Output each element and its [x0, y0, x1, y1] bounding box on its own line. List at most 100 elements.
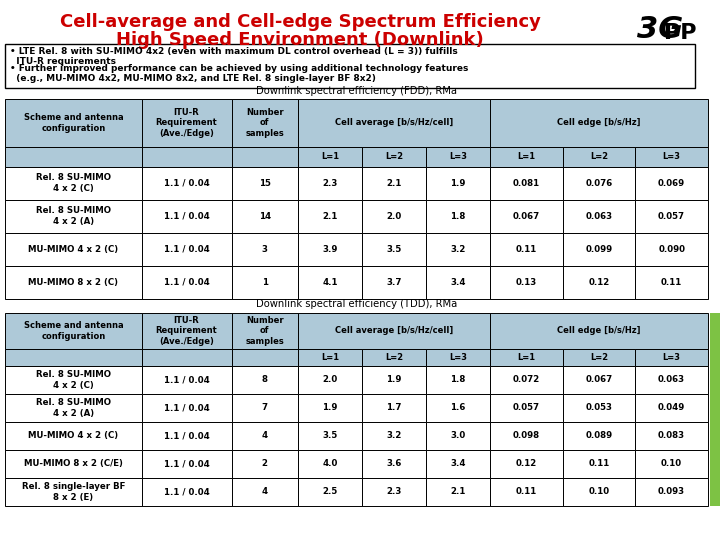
FancyBboxPatch shape [298, 422, 362, 450]
Text: L=3: L=3 [449, 152, 467, 161]
FancyBboxPatch shape [490, 450, 563, 478]
Text: 0.069: 0.069 [658, 179, 685, 188]
Text: 0.11: 0.11 [516, 488, 537, 496]
FancyBboxPatch shape [490, 394, 563, 422]
FancyBboxPatch shape [298, 313, 490, 349]
FancyBboxPatch shape [490, 366, 563, 394]
Text: 0.13: 0.13 [516, 278, 537, 287]
FancyBboxPatch shape [710, 313, 720, 506]
FancyBboxPatch shape [490, 167, 563, 200]
FancyBboxPatch shape [5, 366, 142, 394]
Text: Rel. 8 single-layer BF
8 x 2 (E): Rel. 8 single-layer BF 8 x 2 (E) [22, 482, 125, 502]
Text: 4.1: 4.1 [322, 278, 338, 287]
Text: Cell average [b/s/Hz/cell]: Cell average [b/s/Hz/cell] [335, 326, 453, 335]
Text: 4: 4 [261, 431, 268, 440]
FancyBboxPatch shape [563, 366, 635, 394]
Text: 2.1: 2.1 [450, 488, 466, 496]
Text: 0.099: 0.099 [585, 245, 613, 254]
Text: 3G: 3G [637, 16, 683, 44]
Text: 1.9: 1.9 [450, 179, 466, 188]
Text: 3.2: 3.2 [387, 431, 402, 440]
FancyBboxPatch shape [5, 450, 142, 478]
FancyBboxPatch shape [298, 167, 362, 200]
Text: 0.12: 0.12 [516, 460, 537, 468]
Text: 1.1 / 0.04: 1.1 / 0.04 [163, 245, 210, 254]
Text: 3.9: 3.9 [323, 245, 338, 254]
FancyBboxPatch shape [5, 147, 142, 167]
FancyBboxPatch shape [426, 478, 490, 506]
Text: 0.063: 0.063 [658, 375, 685, 384]
Text: Rel. 8 SU-MIMO
4 x 2 (A): Rel. 8 SU-MIMO 4 x 2 (A) [36, 398, 111, 417]
FancyBboxPatch shape [142, 266, 232, 299]
Text: L=2: L=2 [385, 152, 403, 161]
Text: 7: 7 [261, 403, 268, 413]
FancyBboxPatch shape [362, 450, 426, 478]
Text: 1.7: 1.7 [386, 403, 402, 413]
Text: 0.057: 0.057 [658, 212, 685, 221]
FancyBboxPatch shape [232, 349, 298, 366]
FancyBboxPatch shape [362, 147, 426, 167]
Text: L=3: L=3 [449, 353, 467, 362]
Text: Rel. 8 SU-MIMO
4 x 2 (C): Rel. 8 SU-MIMO 4 x 2 (C) [36, 173, 111, 193]
FancyBboxPatch shape [5, 478, 142, 506]
FancyBboxPatch shape [298, 394, 362, 422]
Text: 2.1: 2.1 [387, 179, 402, 188]
Text: 0.11: 0.11 [588, 460, 610, 468]
FancyBboxPatch shape [142, 450, 232, 478]
FancyBboxPatch shape [142, 147, 232, 167]
FancyBboxPatch shape [232, 266, 298, 299]
FancyBboxPatch shape [5, 44, 695, 88]
Text: 2.3: 2.3 [387, 488, 402, 496]
FancyBboxPatch shape [142, 233, 232, 266]
Text: 0.12: 0.12 [588, 278, 610, 287]
FancyBboxPatch shape [142, 349, 232, 366]
Text: 0.053: 0.053 [585, 403, 613, 413]
FancyBboxPatch shape [298, 233, 362, 266]
Text: Cell edge [b/s/Hz]: Cell edge [b/s/Hz] [557, 118, 641, 127]
FancyBboxPatch shape [362, 349, 426, 366]
FancyBboxPatch shape [426, 366, 490, 394]
Text: 0.067: 0.067 [513, 212, 540, 221]
Text: 2.0: 2.0 [323, 375, 338, 384]
FancyBboxPatch shape [5, 266, 142, 299]
Text: 1.1 / 0.04: 1.1 / 0.04 [163, 278, 210, 287]
Text: 0.057: 0.057 [513, 403, 540, 413]
FancyBboxPatch shape [490, 313, 708, 349]
FancyBboxPatch shape [362, 394, 426, 422]
Text: 14: 14 [258, 212, 271, 221]
Text: Cell average [b/s/Hz/cell]: Cell average [b/s/Hz/cell] [335, 118, 453, 127]
FancyBboxPatch shape [5, 200, 142, 233]
Text: 1.6: 1.6 [450, 403, 466, 413]
Text: 0.089: 0.089 [585, 431, 613, 440]
FancyBboxPatch shape [426, 167, 490, 200]
Text: High Speed Environment (Downlink): High Speed Environment (Downlink) [116, 31, 484, 49]
Text: 0.090: 0.090 [658, 245, 685, 254]
Text: 1.9: 1.9 [323, 403, 338, 413]
FancyBboxPatch shape [635, 266, 708, 299]
Text: L=1: L=1 [518, 353, 536, 362]
Text: 3.0: 3.0 [451, 431, 466, 440]
Text: MU-MIMO 4 x 2 (C): MU-MIMO 4 x 2 (C) [28, 245, 118, 254]
Text: 0.081: 0.081 [513, 179, 540, 188]
Text: 1.1 / 0.04: 1.1 / 0.04 [163, 460, 210, 468]
FancyBboxPatch shape [635, 349, 708, 366]
FancyBboxPatch shape [298, 450, 362, 478]
Text: L=1: L=1 [321, 353, 339, 362]
FancyBboxPatch shape [426, 266, 490, 299]
FancyBboxPatch shape [635, 366, 708, 394]
FancyBboxPatch shape [362, 167, 426, 200]
FancyBboxPatch shape [635, 422, 708, 450]
Text: Cell-average and Cell-edge Spectrum Efficiency: Cell-average and Cell-edge Spectrum Effi… [60, 13, 541, 31]
Text: 4.0: 4.0 [323, 460, 338, 468]
FancyBboxPatch shape [142, 394, 232, 422]
Text: 3.6: 3.6 [387, 460, 402, 468]
FancyBboxPatch shape [5, 394, 142, 422]
FancyBboxPatch shape [635, 200, 708, 233]
Text: 0.098: 0.098 [513, 431, 540, 440]
Text: 1.1 / 0.04: 1.1 / 0.04 [163, 403, 210, 413]
Text: 0.11: 0.11 [661, 278, 683, 287]
FancyBboxPatch shape [635, 167, 708, 200]
Text: Rel. 8 SU-MIMO
4 x 2 (A): Rel. 8 SU-MIMO 4 x 2 (A) [36, 206, 111, 226]
FancyBboxPatch shape [142, 422, 232, 450]
Text: 0.049: 0.049 [658, 403, 685, 413]
